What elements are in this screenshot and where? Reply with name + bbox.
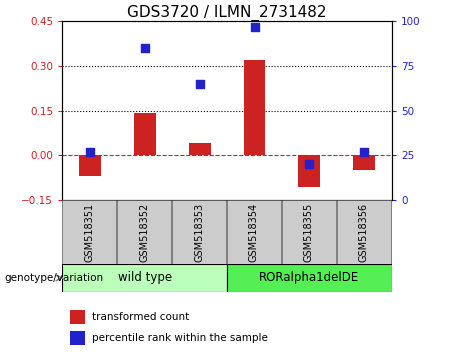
Point [196, 81, 203, 87]
Point [86, 149, 94, 155]
Bar [282, 200, 336, 264]
Point [251, 24, 258, 29]
Bar [243, 60, 266, 155]
Title: GDS3720 / ILMN_2731482: GDS3720 / ILMN_2731482 [127, 5, 327, 21]
Bar [172, 200, 226, 264]
Bar [354, 155, 375, 170]
Text: GSM518354: GSM518354 [249, 202, 259, 262]
Bar [62, 200, 116, 264]
Point [141, 45, 148, 51]
Text: GSM518352: GSM518352 [139, 202, 149, 262]
Text: transformed count: transformed count [93, 312, 190, 322]
Bar [227, 264, 392, 292]
Bar [117, 200, 171, 264]
Bar [134, 113, 156, 155]
Text: wild type: wild type [118, 272, 171, 284]
Text: percentile rank within the sample: percentile rank within the sample [93, 333, 268, 343]
Text: GSM518353: GSM518353 [194, 202, 204, 262]
Bar [337, 200, 391, 264]
Bar [227, 200, 281, 264]
Bar [189, 143, 211, 155]
Text: GSM518356: GSM518356 [359, 202, 369, 262]
Bar [70, 310, 85, 324]
Bar [62, 264, 227, 292]
Text: GSM518355: GSM518355 [304, 202, 314, 262]
Text: RORalpha1delDE: RORalpha1delDE [260, 272, 360, 284]
Point [361, 149, 368, 155]
Bar [70, 331, 85, 345]
Bar [298, 155, 320, 187]
Text: genotype/variation: genotype/variation [5, 273, 104, 283]
Bar [79, 155, 100, 176]
Point [306, 161, 313, 167]
Text: GSM518351: GSM518351 [84, 202, 94, 262]
